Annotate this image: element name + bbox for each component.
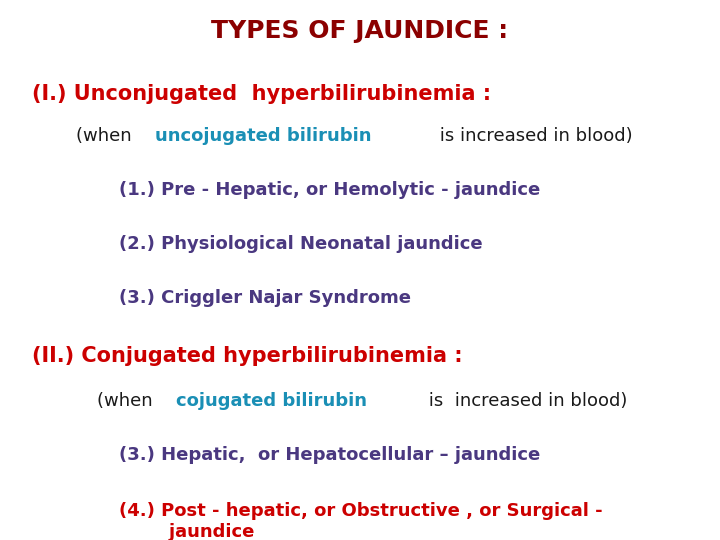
- Text: (II.) Conjugated hyperbilirubinemia :: (II.) Conjugated hyperbilirubinemia :: [32, 346, 463, 366]
- Text: (I.) Unconjugated  hyperbilirubinemia :: (I.) Unconjugated hyperbilirubinemia :: [32, 84, 492, 104]
- Text: (when: (when: [76, 127, 137, 145]
- Text: uncojugated bilirubin: uncojugated bilirubin: [155, 127, 372, 145]
- Text: (4.) Post - hepatic, or Obstructive , or Surgical -
        jaundice: (4.) Post - hepatic, or Obstructive , or…: [119, 502, 603, 540]
- Text: (3.) Hepatic,  or Hepatocellular – jaundice: (3.) Hepatic, or Hepatocellular – jaundi…: [119, 446, 540, 463]
- Text: (1.) Pre - Hepatic, or Hemolytic - jaundice: (1.) Pre - Hepatic, or Hemolytic - jaund…: [119, 181, 540, 199]
- Text: cojugated bilirubin: cojugated bilirubin: [176, 392, 367, 409]
- Text: (3.) Criggler Najar Syndrome: (3.) Criggler Najar Syndrome: [119, 289, 411, 307]
- Text: TYPES OF JAUNDICE :: TYPES OF JAUNDICE :: [212, 19, 508, 43]
- Text: is  increased in blood): is increased in blood): [423, 392, 627, 409]
- Text: (when: (when: [97, 392, 158, 409]
- Text: (2.) Physiological Neonatal jaundice: (2.) Physiological Neonatal jaundice: [119, 235, 482, 253]
- Text: is increased in blood): is increased in blood): [434, 127, 633, 145]
